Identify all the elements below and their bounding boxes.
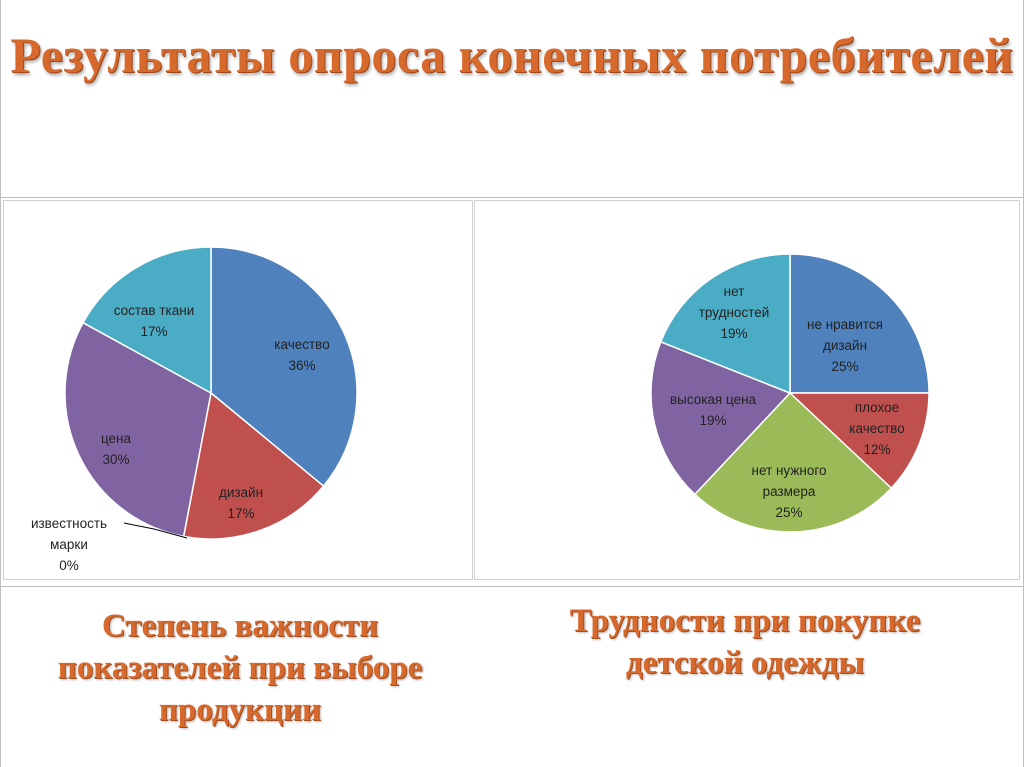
pie-slice-не-нравится-дизайн — [789, 253, 930, 394]
pie-label-нет-трудностей: нет трудностей 19% — [699, 284, 770, 341]
pie-slice-нет-трудностей — [659, 253, 791, 395]
pie-label-дизайн: дизайн 17% — [219, 485, 263, 521]
pie-label-плохое-качество: плохое качество 12% — [849, 400, 904, 457]
difficulties-pie-chart: не нравится дизайн 25% плохое качество 12% нет… — [650, 253, 930, 533]
pie-slice-плохое-качество — [788, 392, 930, 490]
divider-bottom — [0, 586, 1024, 587]
pie-label-качество: качество 36% — [274, 337, 329, 373]
left-chart-panel: качество 36% дизайн 17% известность марки 0% це… — [3, 200, 473, 580]
pie-slice-нет-нужного-размера — [693, 391, 893, 533]
pie-label-не-нравится-дизайн: не нравится дизайн 25% — [807, 317, 883, 374]
left-chart-caption: Степень важности показателей при выборе … — [20, 605, 460, 731]
leader-line-известность-марки — [123, 522, 188, 539]
right-chart-caption-text: Трудности при покупке детской одежды — [569, 603, 921, 681]
pie-label-цена: цена 30% — [101, 431, 132, 467]
slide-title: Результаты опроса конечных потребителей — [0, 22, 1024, 88]
pie-label-высокая-цена: высокая цена 19% — [670, 392, 757, 428]
right-chart-caption: Трудности при покупке детской одежды — [530, 600, 960, 684]
slide-title-text: Результаты опроса конечных потребителей — [10, 27, 1014, 83]
right-chart-panel: не нравится дизайн 25% плохое качество 12% нет… — [474, 200, 1020, 580]
pie-slice-дизайн — [182, 391, 325, 540]
pie-label-состав-ткани: состав ткани 17% — [114, 303, 195, 339]
divider-left — [0, 0, 1, 767]
divider-top — [0, 197, 1024, 198]
slide-header: Результаты опроса конечных потребителей — [0, 0, 1024, 198]
importance-pie-chart: качество 36% дизайн 17% известность марки 0% це… — [31, 246, 358, 573]
left-chart-caption-text: Степень важности показателей при выборе … — [57, 608, 423, 728]
pie-slice-качество — [210, 246, 358, 488]
pie-label-нет-нужного-размера: нет нужного размера 25% — [752, 463, 827, 520]
pie-slice-цена — [64, 321, 212, 538]
pie-slice-состав-ткани — [82, 246, 212, 395]
pie-label-известность-марки: известность марки 0% — [31, 516, 107, 573]
